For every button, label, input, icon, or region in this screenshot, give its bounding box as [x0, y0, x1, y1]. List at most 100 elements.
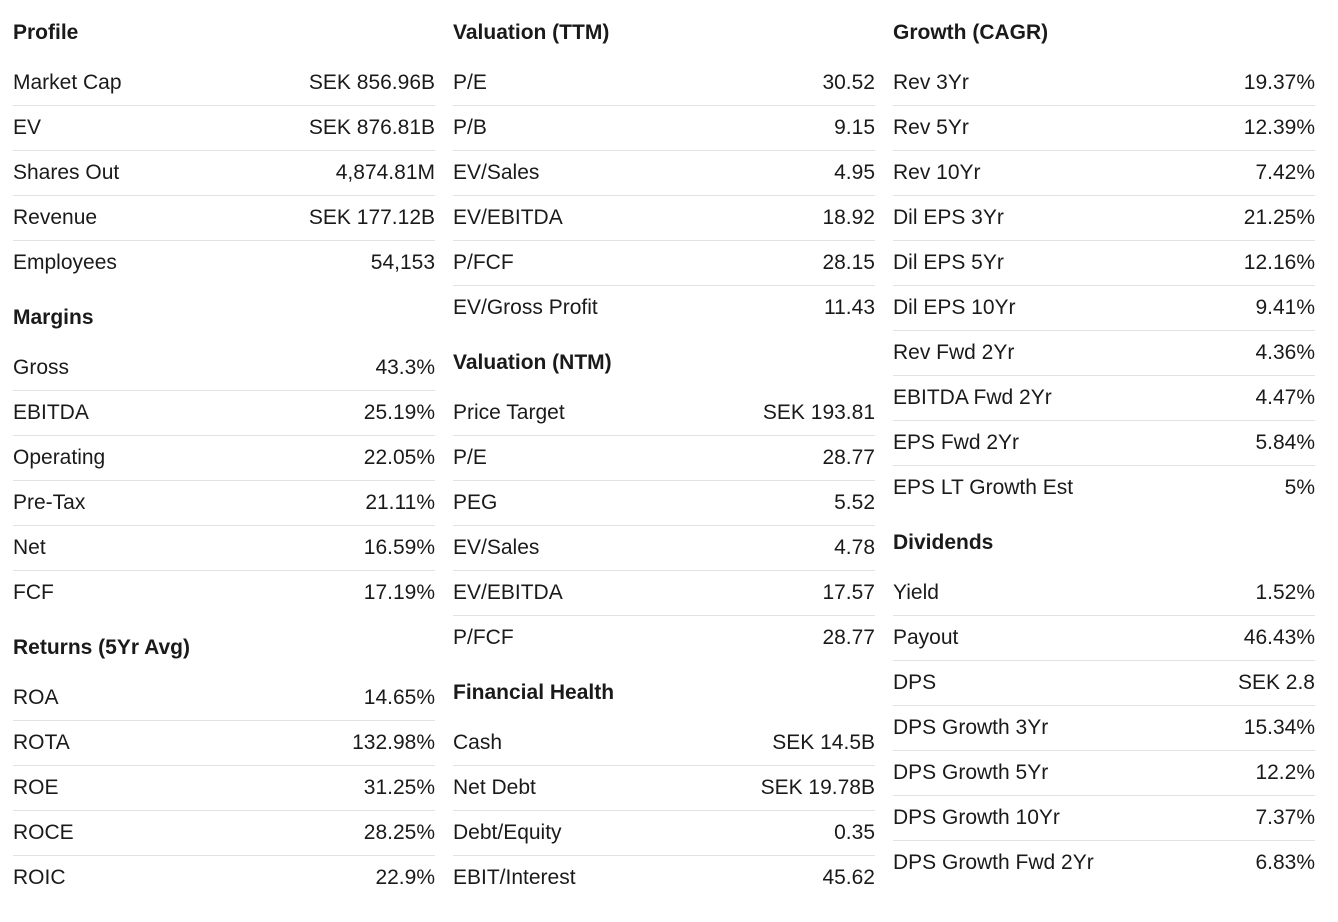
metric-row: ROIC 22.9%: [13, 856, 435, 900]
metric-value: 12.16%: [1243, 251, 1315, 274]
metric-value: 22.05%: [363, 446, 435, 469]
metric-value: 22.9%: [375, 866, 435, 889]
metric-row: Net 16.59%: [13, 526, 435, 571]
metric-row: Net Debt SEK 19.78B: [453, 766, 875, 811]
metric-value: 11.43: [824, 296, 875, 319]
metric-label: EV/EBITDA: [453, 581, 563, 604]
metric-row: Employees 54,153: [13, 241, 435, 285]
metric-label: Dil EPS 3Yr: [893, 206, 1004, 229]
metric-label: Payout: [893, 626, 959, 649]
metric-label: Yield: [893, 581, 939, 604]
metric-label: EBITDA Fwd 2Yr: [893, 386, 1052, 409]
metric-row: EBITDA Fwd 2Yr 4.47%: [893, 376, 1315, 421]
section-title: Financial Health: [453, 681, 615, 704]
metric-row: Yield 1.52%: [893, 571, 1315, 616]
metric-value: 43.3%: [375, 356, 435, 379]
metric-row: DPS SEK 2.8: [893, 661, 1315, 706]
metric-label: EBITDA: [13, 401, 89, 424]
metric-label: Rev 10Yr: [893, 161, 981, 184]
metric-row: EV/Sales 4.78: [453, 526, 875, 571]
metric-value: 14.65%: [363, 686, 435, 709]
section-valuation-ntm: Valuation (NTM) Price Target SEK 193.81 P/E…: [453, 343, 875, 660]
metric-row: DPS Growth 3Yr 15.34%: [893, 706, 1315, 751]
metric-row: Pre-Tax 21.11%: [13, 481, 435, 526]
metric-value: SEK 19.78B: [760, 776, 875, 799]
metric-value: 21.25%: [1243, 206, 1315, 229]
metric-value: SEK 193.81: [762, 401, 875, 424]
metric-row: EBIT/Interest 45.62: [453, 856, 875, 900]
metric-label: PEG: [453, 491, 498, 514]
metric-label: ROE: [13, 776, 59, 799]
metric-label: DPS Growth 10Yr: [893, 806, 1060, 829]
metric-row: Cash SEK 14.5B: [453, 721, 875, 766]
section-title: Growth (CAGR): [893, 21, 1049, 44]
section-growth-cagr: Growth (CAGR) Rev 3Yr 19.37% Rev 5Yr 12.39% R…: [893, 13, 1315, 510]
metric-row: P/FCF 28.77: [453, 616, 875, 660]
metric-row: Rev 3Yr 19.37%: [893, 61, 1315, 106]
metric-label: DPS Growth 3Yr: [893, 716, 1049, 739]
metric-label: EPS LT Growth Est: [893, 476, 1074, 499]
metric-label: Dil EPS 5Yr: [893, 251, 1004, 274]
metric-value: 46.43%: [1243, 626, 1315, 649]
metric-row: DPS Growth 10Yr 7.37%: [893, 796, 1315, 841]
metric-label: Dil EPS 10Yr: [893, 296, 1016, 319]
metric-value: 17.19%: [363, 581, 435, 604]
metric-value: 4,874.81M: [335, 161, 435, 184]
metric-row: Shares Out 4,874.81M: [13, 151, 435, 196]
metric-label: ROA: [13, 686, 59, 709]
metric-label: P/B: [453, 116, 487, 139]
stats-column-3: Growth (CAGR) Rev 3Yr 19.37% Rev 5Yr 12.39% R…: [893, 13, 1315, 913]
stats-panel: Profile Market Cap SEK 856.96B EV SEK 876.81…: [13, 13, 1315, 913]
section-financial-health: Financial Health Cash SEK 14.5B Net Debt SEK…: [453, 673, 875, 900]
metric-row: EV/EBITDA 18.92: [453, 196, 875, 241]
metric-value: 132.98%: [352, 731, 435, 754]
metric-label: EV: [13, 116, 42, 139]
metric-label: Net Debt: [453, 776, 536, 799]
metric-row: Price Target SEK 193.81: [453, 391, 875, 436]
metric-label: P/E: [453, 446, 487, 469]
section-title: Margins: [13, 306, 94, 329]
metric-label: Rev 5Yr: [893, 116, 969, 139]
metric-value: 54,153: [370, 251, 435, 274]
section-title: Profile: [13, 21, 79, 44]
section-title: Dividends: [893, 531, 994, 554]
metric-row: EV SEK 876.81B: [13, 106, 435, 151]
metric-label: EBIT/Interest: [453, 866, 576, 889]
metric-value: 5.52: [834, 491, 875, 514]
metric-row: P/E 28.77: [453, 436, 875, 481]
metric-row: P/FCF 28.15: [453, 241, 875, 286]
metric-row: P/E 30.52: [453, 61, 875, 106]
metric-value: 5%: [1284, 476, 1315, 499]
metric-label: Debt/Equity: [453, 821, 562, 844]
metric-row: FCF 17.19%: [13, 571, 435, 615]
metric-value: 7.42%: [1255, 161, 1315, 184]
metric-row: Revenue SEK 177.12B: [13, 196, 435, 241]
metric-value: 9.15: [834, 116, 875, 139]
metric-value: 12.39%: [1243, 116, 1315, 139]
stats-column-2: Valuation (TTM) P/E 30.52 P/B 9.15 EV/Sales 4.…: [453, 13, 875, 913]
metric-value: SEK 2.8: [1237, 671, 1315, 694]
metric-label: Rev Fwd 2Yr: [893, 341, 1015, 364]
metric-value: 25.19%: [363, 401, 435, 424]
metric-label: EV/Sales: [453, 161, 540, 184]
metric-row: ROCE 28.25%: [13, 811, 435, 856]
section-valuation-ttm: Valuation (TTM) P/E 30.52 P/B 9.15 EV/Sales 4.…: [453, 13, 875, 330]
metric-value: 4.36%: [1255, 341, 1315, 364]
metric-label: P/FCF: [453, 626, 514, 649]
metric-row: Dil EPS 10Yr 9.41%: [893, 286, 1315, 331]
metric-value: 0.35: [834, 821, 875, 844]
metric-label: Shares Out: [13, 161, 120, 184]
metric-row: Debt/Equity 0.35: [453, 811, 875, 856]
metric-label: Price Target: [453, 401, 565, 424]
metric-value: 28.25%: [363, 821, 435, 844]
metric-row: EBITDA 25.19%: [13, 391, 435, 436]
metric-row: Gross 43.3%: [13, 346, 435, 391]
metric-label: EV/Sales: [453, 536, 540, 559]
stats-column-1: Profile Market Cap SEK 856.96B EV SEK 876.81…: [13, 13, 435, 913]
metric-value: 7.37%: [1255, 806, 1315, 829]
metric-label: EV/EBITDA: [453, 206, 563, 229]
section-returns-5yr-avg: Returns (5Yr Avg) ROA 14.65% ROTA 132.98% ROE…: [13, 628, 435, 900]
metric-row: Rev 10Yr 7.42%: [893, 151, 1315, 196]
metric-label: DPS: [893, 671, 937, 694]
metric-row: EV/EBITDA 17.57: [453, 571, 875, 616]
